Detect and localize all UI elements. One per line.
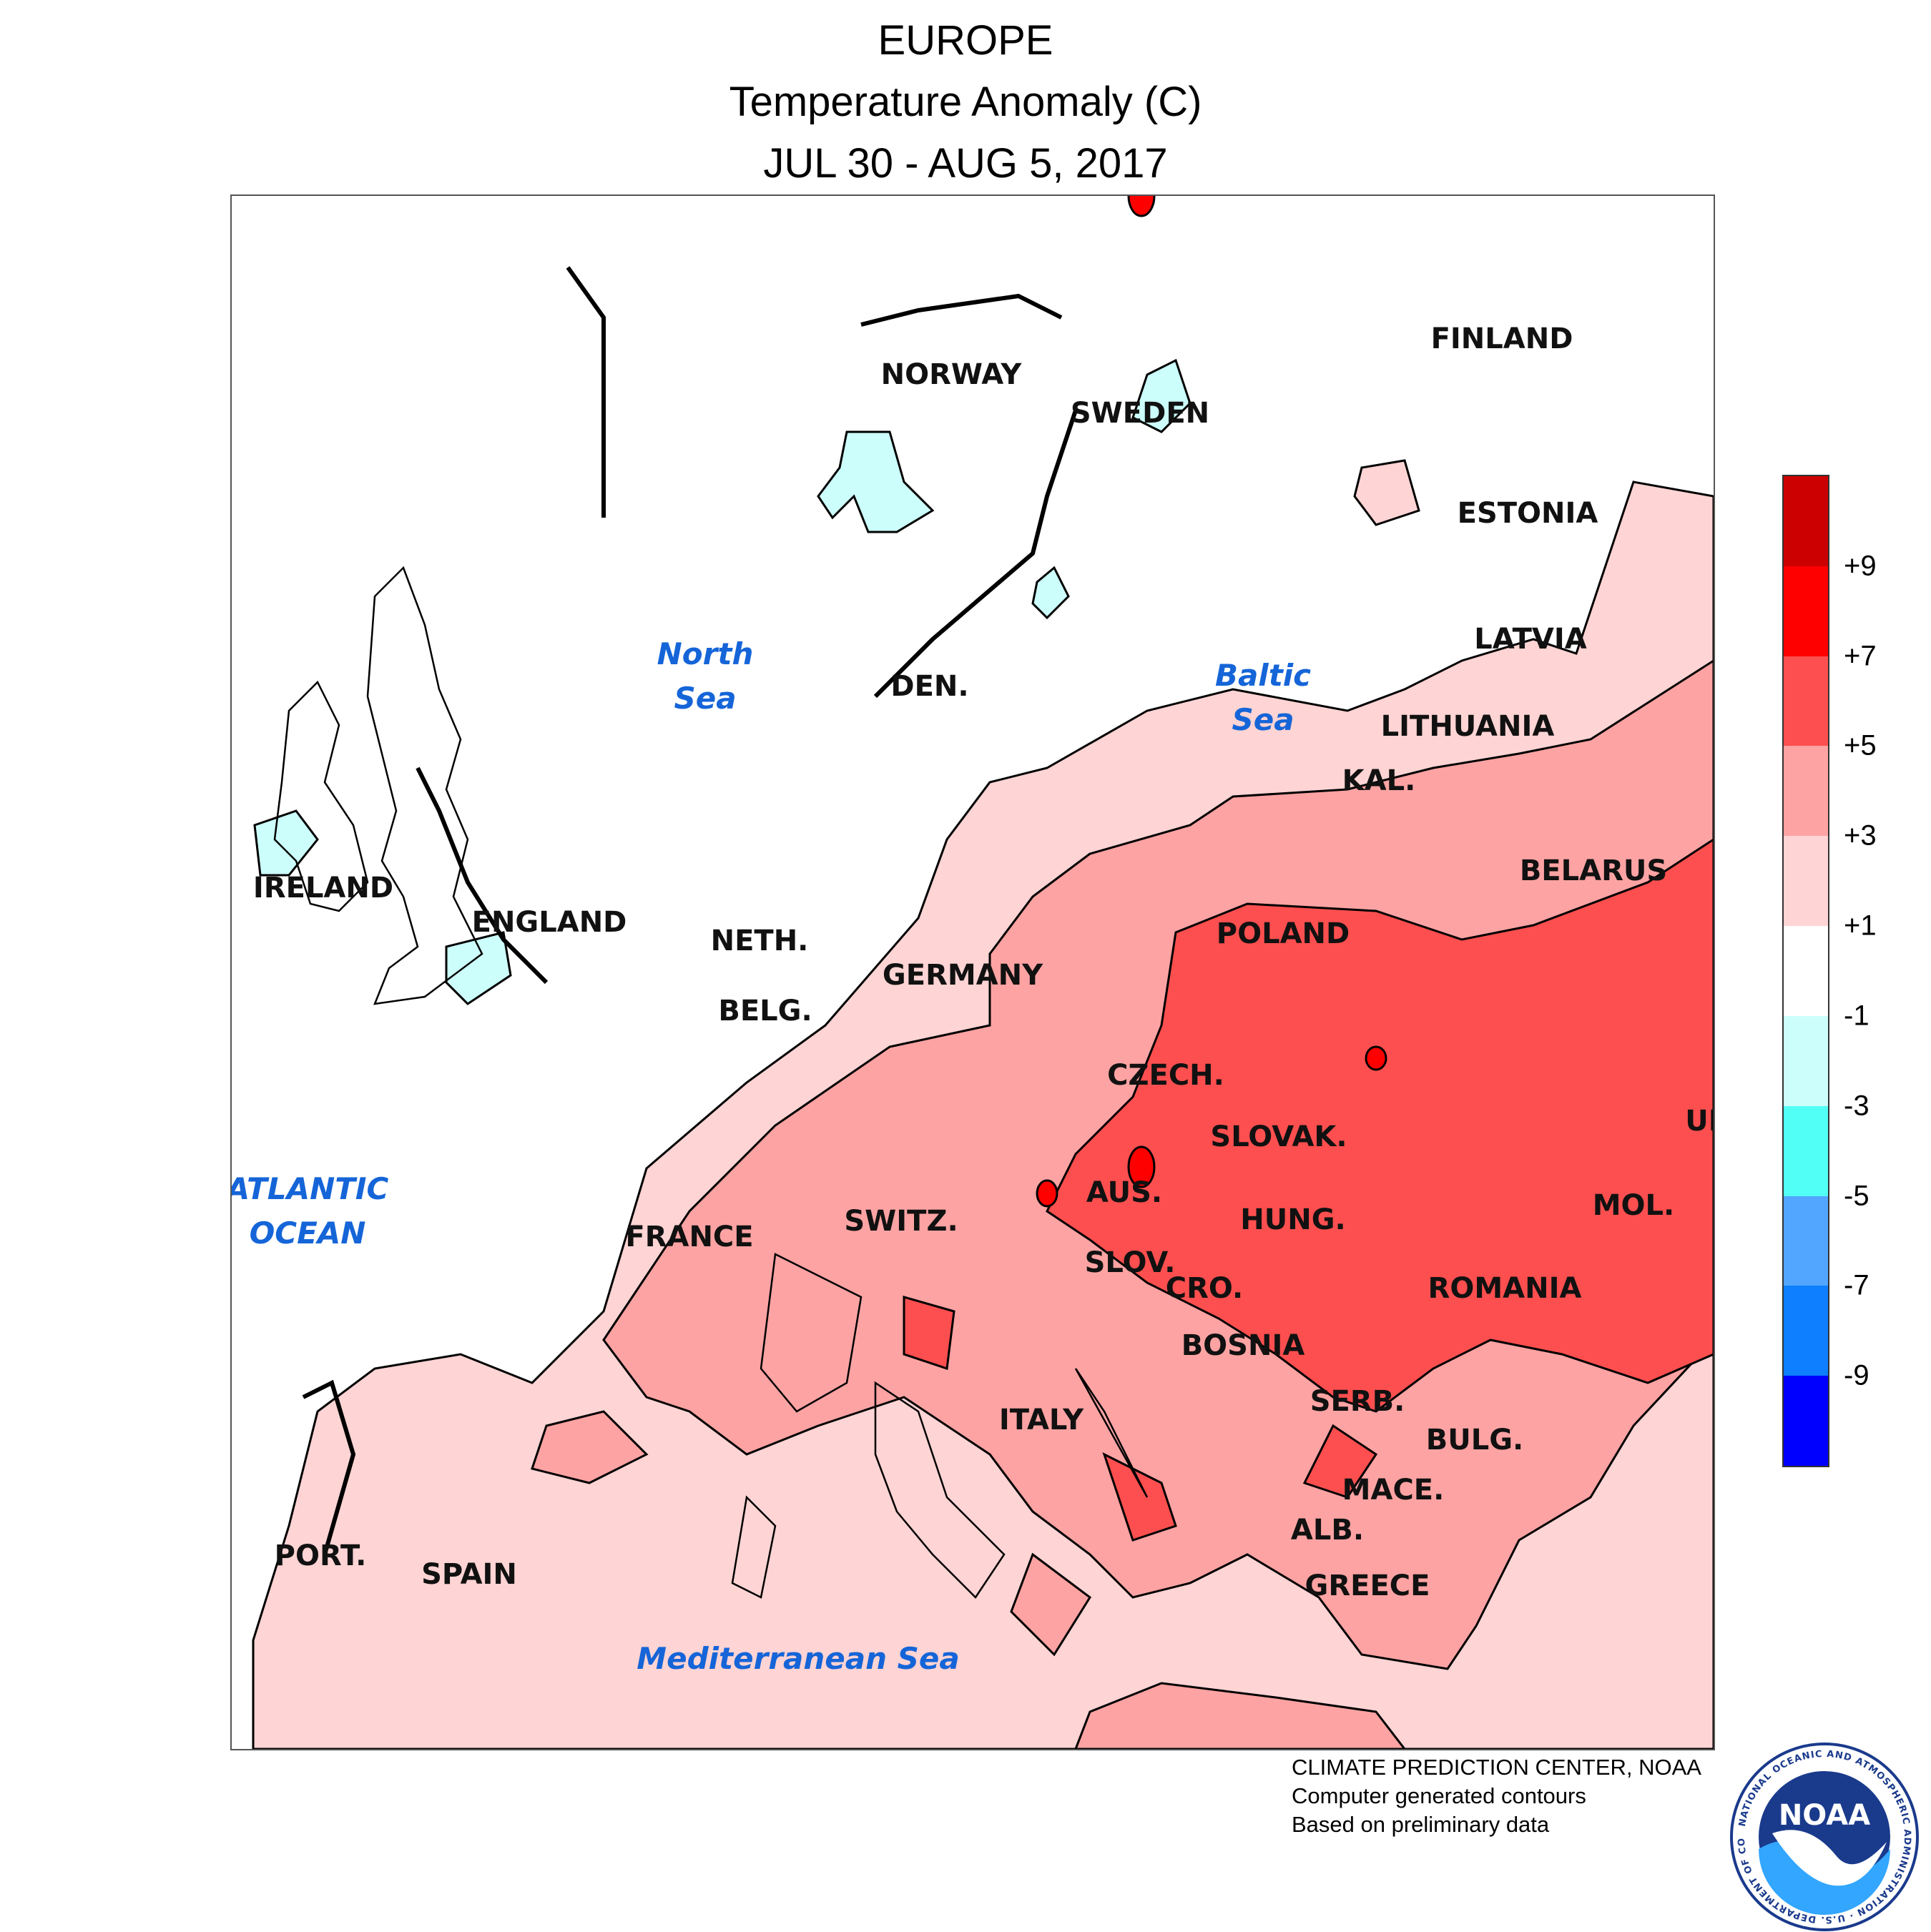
label-bulg: BULG.	[1425, 1424, 1524, 1457]
legend-label: +3	[1844, 819, 1877, 852]
label-germany: GERMANY	[882, 959, 1043, 992]
noaa-logo: NATIONAL OCEANIC AND ATMOSPHERIC ADMINIS…	[1729, 1742, 1919, 1931]
legend-label: +1	[1844, 910, 1877, 942]
label-slov: SLOV.	[1084, 1246, 1176, 1279]
legend-swatch	[1784, 1376, 1828, 1466]
noaa-logo-text: NOAA	[1779, 1799, 1870, 1832]
label-switz: SWITZ.	[844, 1205, 958, 1238]
map-date-range: JUL 30 - AUG 5, 2017	[763, 140, 1168, 187]
legend-swatch	[1784, 746, 1828, 837]
color-legend	[1782, 475, 1829, 1467]
label-poland: POLAND	[1216, 917, 1350, 950]
credits-source: CLIMATE PREDICTION CENTER, NOAA	[1292, 1755, 1701, 1780]
label-belg: BELG.	[718, 995, 812, 1027]
legend-swatch	[1784, 566, 1828, 656]
label-sweden: SWEDEN	[1070, 397, 1210, 430]
label-england: ENGLAND	[471, 906, 627, 939]
label-estonia: ESTONIA	[1457, 497, 1598, 530]
label-lithuania: LITHUANIA	[1380, 710, 1555, 743]
label-den: DEN.	[890, 670, 969, 703]
legend-swatch	[1784, 656, 1828, 746]
label-romania: ROMANIA	[1428, 1272, 1582, 1305]
anomaly-fill-neg1-3	[253, 358, 1191, 1005]
legend-swatch	[1784, 836, 1828, 927]
legend-label: -7	[1844, 1269, 1869, 1301]
legend-swatch	[1784, 1105, 1828, 1196]
legend-label: -9	[1844, 1359, 1869, 1391]
anomaly-map-canvas	[252, 196, 1714, 1749]
label-france: FRANCE	[625, 1221, 754, 1253]
label-hung: HUNG.	[1240, 1203, 1346, 1236]
label-serb: SERB.	[1310, 1385, 1405, 1418]
label-latvia: LATVIA	[1474, 623, 1587, 656]
label-atlantic-ocean: ATLANTIC OCEAN	[230, 1171, 389, 1251]
label-greece: GREECE	[1304, 1569, 1430, 1602]
legend-swatch	[1784, 1015, 1828, 1106]
label-neth: NETH.	[710, 925, 809, 957]
credits: CLIMATE PREDICTION CENTER, NOAA Computer…	[1292, 1753, 1701, 1839]
anomaly-map: FINLAND NORWAY SWEDEN ESTONIA LATVIA LIT…	[230, 194, 1715, 1750]
label-mace: MACE.	[1342, 1474, 1445, 1507]
label-aus: AUS.	[1086, 1176, 1163, 1209]
legend-swatch	[1784, 926, 1828, 1016]
legend-label: -1	[1844, 1000, 1869, 1032]
credits-note: Based on preliminary data	[1292, 1812, 1550, 1837]
map-title-block: EUROPE Temperature Anomaly (C) JUL 30 - …	[0, 10, 1931, 194]
label-cro: CRO.	[1165, 1272, 1244, 1305]
label-alb: ALB.	[1290, 1514, 1365, 1547]
map-subtitle: Temperature Anomaly (C)	[729, 79, 1202, 125]
legend-label: +9	[1844, 550, 1877, 582]
label-spain: SPAIN	[421, 1558, 517, 1591]
label-kal: KAL.	[1342, 764, 1416, 797]
map-title: EUROPE	[878, 17, 1053, 64]
label-czech: CZECH.	[1107, 1059, 1224, 1092]
label-uk: UK	[1685, 1105, 1714, 1138]
label-italy: ITALY	[998, 1404, 1084, 1436]
legend-label: +5	[1844, 729, 1877, 762]
legend-swatch	[1784, 1286, 1828, 1376]
anomaly-fill-5-7	[903, 838, 1714, 1542]
anomaly-fill-7-9	[1036, 196, 1387, 1208]
legend-swatch	[1784, 476, 1828, 566]
label-finland: FINLAND	[1430, 322, 1573, 355]
label-mediterranean-sea: Mediterranean Sea	[637, 1641, 960, 1676]
label-mol: MOL.	[1592, 1189, 1675, 1222]
label-baltic-sea: Baltic Sea	[1214, 658, 1312, 737]
zero-contour	[302, 266, 1078, 1555]
credits-method: Computer generated contours	[1292, 1783, 1586, 1808]
label-bosnia: BOSNIA	[1181, 1329, 1305, 1362]
label-ireland: IRELAND	[252, 872, 394, 905]
label-north-sea: North Sea	[657, 636, 754, 716]
legend-swatch	[1784, 1196, 1828, 1286]
label-slovak: SLOVAK.	[1210, 1120, 1347, 1153]
legend-label: +7	[1844, 640, 1877, 672]
label-port: PORT.	[274, 1539, 367, 1572]
legend-label: -3	[1844, 1090, 1869, 1122]
legend-label: -5	[1844, 1180, 1869, 1212]
label-norway: NORWAY	[880, 358, 1022, 391]
coastline	[273, 566, 1149, 1599]
label-belarus: BELARUS	[1519, 854, 1668, 887]
